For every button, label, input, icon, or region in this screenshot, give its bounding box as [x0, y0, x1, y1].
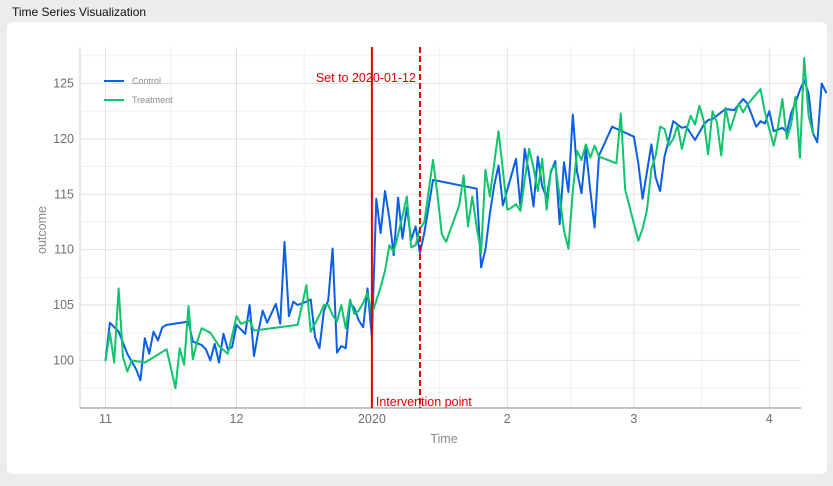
y-tick-label: 120: [53, 132, 74, 146]
x-tick-label: 4: [766, 412, 773, 426]
annotations: Intervention point Set to 2020-01-12: [316, 47, 472, 409]
y-tick-label: 125: [53, 77, 74, 91]
grid-lines: [80, 47, 801, 408]
set-date-label: Set to 2020-01-12: [316, 71, 416, 85]
y-tick-label: 110: [54, 243, 74, 257]
series-lines: [104, 57, 828, 390]
x-tick-label: 12: [230, 412, 244, 426]
series-line-treatment: [104, 57, 814, 390]
intervention-label: Intervention point: [376, 395, 472, 409]
title-bar: Time Series Visualization: [0, 0, 833, 22]
y-tick-label: 105: [53, 298, 74, 312]
y-axis-title: outcome: [35, 206, 49, 254]
x-tick-label: 3: [630, 412, 637, 426]
legend: Control Treatment: [104, 76, 173, 105]
legend-label-control: Control: [132, 76, 161, 86]
x-tick-label: 2: [504, 412, 511, 426]
y-tick-label: 100: [53, 353, 74, 367]
y-tick-label: 115: [54, 187, 74, 201]
window-title: Time Series Visualization: [12, 5, 147, 19]
x-axis-title: Time: [430, 432, 457, 446]
axes: 100 105 110 115 120 125 11 12 2020 2 3 4 Time outcome: [35, 47, 801, 446]
x-tick-label: 2020: [358, 412, 386, 426]
x-tick-label: 11: [99, 412, 112, 426]
legend-label-treatment: Treatment: [132, 95, 173, 105]
chart-panel: [7, 22, 827, 474]
